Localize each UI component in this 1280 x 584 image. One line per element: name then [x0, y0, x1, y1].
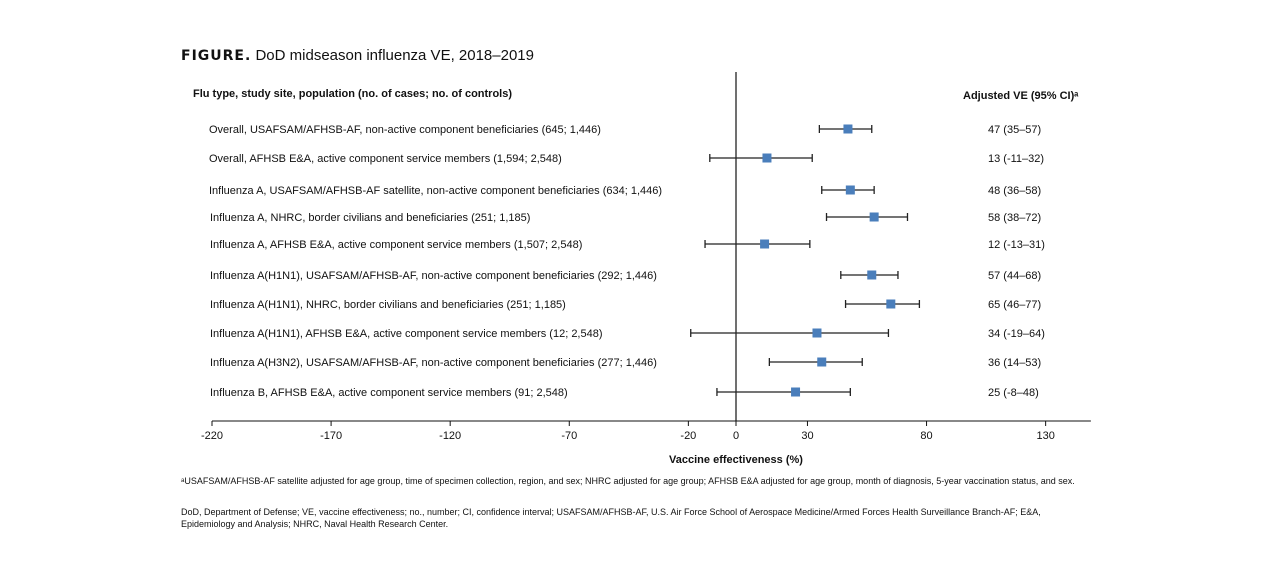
row-label: Influenza A, AFHSB E&A, active component… [210, 239, 582, 251]
ve-value: 58 (38–72) [988, 212, 1041, 224]
row-label: Influenza A(H3N2), USAFSAM/AFHSB-AF, non… [210, 357, 657, 369]
figure-title: FIGURE. DoD midseason influenza VE, 2018… [181, 47, 534, 64]
ve-value: 34 (-19–64) [988, 328, 1045, 340]
point-estimate [867, 270, 877, 280]
ve-value: 65 (46–77) [988, 299, 1041, 311]
ve-value: 13 (-11–32) [988, 153, 1044, 165]
row-label: Influenza A, NHRC, border civilians and … [210, 212, 530, 224]
x-tick-label: 130 [1036, 430, 1054, 442]
ve-value: 47 (35–57) [988, 124, 1041, 136]
ve-value: 57 (44–68) [988, 270, 1041, 282]
row-label: Influenza A, USAFSAM/AFHSB-AF satellite,… [209, 185, 662, 197]
value-header: Adjusted VE (95% CI)ᵃ [963, 90, 1079, 102]
ve-value: 12 (-13–31) [988, 239, 1045, 251]
x-tick-label: -120 [439, 430, 461, 442]
footnote-a: ᵃUSAFSAM/AFHSB-AF satellite adjusted for… [181, 476, 1075, 486]
figure-title-text: DoD midseason influenza VE, 2018–2019 [255, 47, 534, 64]
point-estimate [817, 357, 827, 367]
footnote-abbreviations: DoD, Department of Defense; VE, vaccine … [181, 507, 1041, 529]
x-tick-label: -20 [680, 430, 696, 442]
point-estimate [845, 185, 855, 195]
point-estimate [812, 328, 822, 338]
x-tick-label: -220 [201, 430, 223, 442]
row-label: Influenza B, AFHSB E&A, active component… [210, 387, 568, 399]
row-label: Influenza A(H1N1), AFHSB E&A, active com… [210, 328, 603, 340]
x-tick-label: 30 [801, 430, 813, 442]
row-header: Flu type, study site, population (no. of… [193, 88, 513, 100]
row-label: Overall, AFHSB E&A, active component ser… [209, 153, 562, 165]
row-label: Influenza A(H1N1), NHRC, border civilian… [210, 299, 566, 311]
point-estimate [886, 299, 896, 309]
x-tick-label: -170 [320, 430, 342, 442]
ve-value: 25 (-8–48) [988, 387, 1039, 399]
ve-value: 48 (36–58) [988, 185, 1041, 197]
point-estimate [762, 153, 772, 163]
point-estimate [843, 124, 853, 134]
row-label: Overall, USAFSAM/AFHSB-AF, non-active co… [209, 124, 601, 136]
x-tick-label: 80 [920, 430, 932, 442]
point-estimate [869, 212, 879, 222]
row-label: Influenza A(H1N1), USAFSAM/AFHSB-AF, non… [210, 270, 657, 282]
figure-label: FIGURE. [181, 48, 252, 64]
x-tick-label: 0 [733, 430, 739, 442]
ve-value: 36 (14–53) [988, 357, 1041, 369]
point-estimate [760, 239, 770, 249]
x-tick-label: -70 [561, 430, 577, 442]
point-estimate [791, 387, 801, 397]
x-axis-label: Vaccine effectiveness (%) [669, 454, 803, 466]
